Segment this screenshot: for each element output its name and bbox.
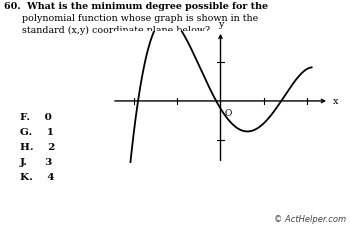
Text: y: y [218, 20, 223, 29]
Text: polynomial function whose graph is shown in the: polynomial function whose graph is shown… [4, 14, 258, 23]
Text: x: x [332, 97, 338, 106]
Text: H.    2: H. 2 [20, 142, 55, 151]
Text: O: O [225, 109, 232, 117]
Text: G.    1: G. 1 [20, 127, 54, 136]
Text: standard (x,y) coordinate plane below?: standard (x,y) coordinate plane below? [4, 26, 210, 35]
Text: K.    4: K. 4 [20, 172, 55, 181]
Text: J.     3: J. 3 [20, 157, 53, 166]
Text: © ActHelper.com: © ActHelper.com [274, 214, 346, 223]
Text: F.    0: F. 0 [20, 113, 52, 121]
Text: 60.  What is the minimum degree possible for the: 60. What is the minimum degree possible … [4, 2, 268, 11]
